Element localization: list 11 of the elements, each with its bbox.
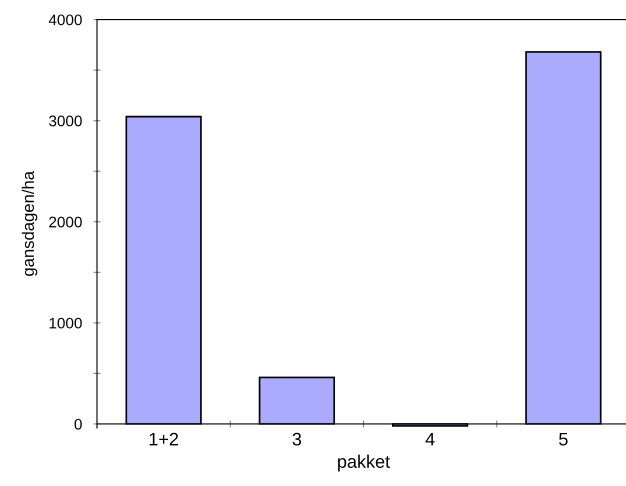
y-tick-label: 2000: [49, 216, 82, 228]
x-axis-title: pakket: [338, 454, 390, 472]
x-tick-label: 4: [426, 432, 435, 446]
x-tick-label: 5: [559, 432, 568, 446]
y-tick-label: 4000: [48, 14, 82, 26]
y-tick-label: 3000: [49, 116, 82, 126]
y-tick-label: 0: [74, 418, 82, 430]
y-axis-title: gansdagen/ha: [22, 170, 38, 276]
x-tick-label: 1+2: [150, 432, 178, 446]
y-tick-label: 1000: [50, 318, 82, 329]
x-tick-label: 3: [292, 432, 302, 446]
